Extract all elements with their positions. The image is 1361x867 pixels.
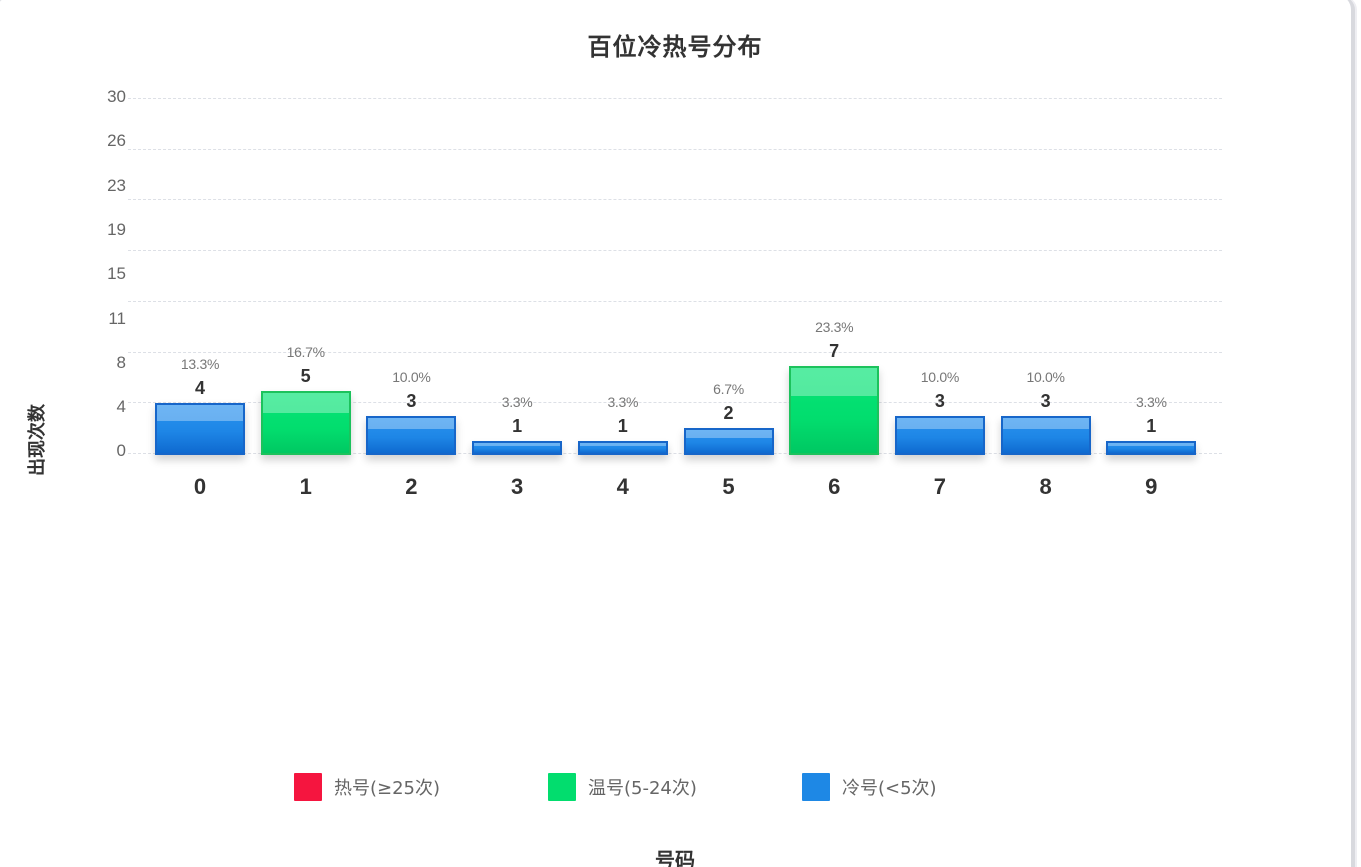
- bar-gloss: [262, 393, 349, 413]
- bar-percent-label: 13.3%: [180, 356, 220, 373]
- legend: 热号(≥25次) 温号(5-24次) 冷号(<5次): [0, 772, 1350, 802]
- legend-item-cold[interactable]: 冷号(<5次): [802, 772, 937, 802]
- bar-3[interactable]: [472, 440, 563, 455]
- bar-2[interactable]: [366, 415, 457, 455]
- bar-value-label: 7: [829, 341, 840, 362]
- bar-percent-label: 3.3%: [501, 393, 533, 410]
- bar-9[interactable]: [1106, 440, 1197, 455]
- bar-value-label: 1: [617, 415, 628, 436]
- y-tick-label: 19: [107, 219, 126, 239]
- x-tick-label: 7: [933, 474, 947, 499]
- gridline: [128, 148, 1222, 150]
- bar-7[interactable]: [894, 415, 985, 455]
- bar-percent-label: 10.0%: [1026, 368, 1065, 385]
- gridline: [128, 98, 1222, 99]
- bar-gloss: [579, 442, 666, 447]
- bar-value-label: 1: [1146, 415, 1157, 436]
- y-axis-title: 出现次数: [27, 404, 48, 476]
- y-tick-label: 23: [107, 175, 126, 195]
- x-tick-label: 8: [1039, 474, 1052, 499]
- y-tick-label: 4: [116, 397, 126, 417]
- legend-label-warm: 温号(5-24次): [588, 778, 697, 799]
- legend-item-warm[interactable]: 温号(5-24次): [548, 772, 697, 802]
- y-tick-label: 8: [116, 352, 126, 372]
- gridline: [128, 402, 1222, 404]
- bar-4[interactable]: [577, 440, 668, 455]
- bar-1[interactable]: [260, 391, 351, 455]
- gridline: [128, 199, 1222, 201]
- x-tick-label: 5: [722, 474, 735, 499]
- x-tick-label: 0: [193, 474, 207, 499]
- legend-label-cold: 冷号(<5次): [842, 778, 937, 799]
- bar-6[interactable]: [789, 366, 880, 455]
- x-axis-title: 号码: [655, 848, 695, 867]
- bar-percent-label: 10.0%: [920, 368, 960, 385]
- y-tick-label: 30: [107, 87, 126, 106]
- bar-value-label: 4: [194, 378, 205, 399]
- legend-swatch-warm-icon: [548, 773, 576, 801]
- x-tick-label: 6: [828, 474, 841, 499]
- y-tick-label: 11: [108, 308, 126, 328]
- gridline: [128, 452, 1222, 454]
- bar-8[interactable]: [1000, 415, 1091, 455]
- x-tick-label: 2: [405, 474, 418, 499]
- bar-gloss: [474, 442, 561, 447]
- legend-label-hot: 热号(≥25次): [334, 778, 441, 799]
- gridline: [128, 351, 1222, 353]
- bar-percent-label: 3.3%: [607, 393, 639, 410]
- bar-percent-label: 6.7%: [713, 381, 744, 398]
- bar-gloss: [368, 417, 455, 430]
- bar-gloss: [685, 430, 772, 438]
- bar-gloss: [1002, 417, 1089, 430]
- chart-title: 百位冷热号分布: [587, 33, 763, 61]
- x-tick-label: 4: [616, 474, 629, 499]
- y-tick-label: 26: [107, 131, 126, 151]
- bar-gloss: [791, 368, 878, 397]
- bar-gloss: [157, 405, 243, 422]
- bar-value-label: 3: [934, 390, 945, 411]
- bar-0[interactable]: [155, 403, 245, 455]
- legend-swatch-cold-icon: [802, 773, 830, 801]
- gridline: [128, 300, 1222, 302]
- bar-value-label: 1: [512, 415, 523, 436]
- bar-value-label: 3: [1040, 390, 1051, 411]
- legend-item-hot[interactable]: 热号(≥25次): [294, 772, 440, 802]
- x-tick-label: 1: [299, 474, 312, 499]
- y-tick-label: 0: [116, 441, 126, 461]
- bar-percent-label: 3.3%: [1135, 393, 1167, 410]
- x-tick-label: 3: [510, 474, 524, 499]
- legend-swatch-hot-icon: [294, 773, 322, 801]
- bar-percent-label: 16.7%: [286, 344, 326, 360]
- y-tick-label: 15: [107, 264, 126, 284]
- bar-percent-label: 10.0%: [392, 368, 431, 385]
- bar-value-label: 5: [300, 366, 311, 386]
- bar-gloss: [896, 417, 983, 430]
- bar-percent-label: 23.3%: [815, 319, 854, 336]
- bar-value-label: 2: [723, 403, 734, 424]
- x-tick-label: 9: [1145, 474, 1158, 499]
- bar-5[interactable]: [683, 428, 774, 455]
- bar-gloss: [1108, 442, 1195, 447]
- gridline: [128, 250, 1222, 252]
- bar-value-label: 3: [406, 390, 417, 411]
